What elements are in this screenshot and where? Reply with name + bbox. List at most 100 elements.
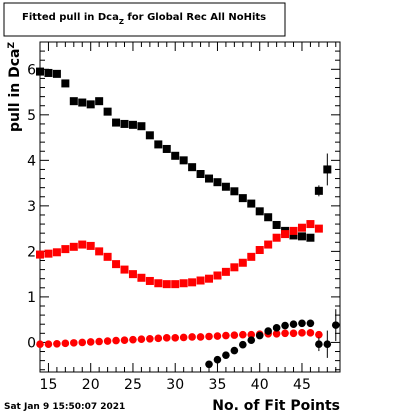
data-point-square <box>238 258 247 267</box>
data-point-square <box>162 280 171 289</box>
data-point-square <box>264 240 273 249</box>
data-point-square <box>281 230 290 239</box>
data-point-square <box>196 170 205 178</box>
data-point-square <box>78 240 87 249</box>
data-point-square <box>255 207 264 216</box>
data-point-circle <box>222 351 230 359</box>
data-point-circle <box>306 319 315 328</box>
data-point-circle <box>95 337 103 346</box>
x-tick-label: 35 <box>209 377 227 393</box>
data-point-circle <box>239 340 247 349</box>
data-marks <box>36 67 340 369</box>
y-tick-label: 5 <box>27 108 36 124</box>
y-axis-title: pull in DcaZ <box>7 42 23 132</box>
data-point-circle <box>44 340 53 349</box>
data-point-square <box>44 68 53 77</box>
plot-frame <box>39 41 341 373</box>
data-point-square <box>95 97 104 106</box>
data-point-square <box>213 271 222 280</box>
data-point-circle <box>247 330 256 339</box>
data-point-square <box>128 270 137 279</box>
data-point-square <box>196 276 205 285</box>
y-tick-label: 4 <box>27 153 36 169</box>
data-point-circle <box>298 329 306 337</box>
data-point-circle <box>146 334 154 343</box>
data-point-circle <box>281 321 289 330</box>
data-point-square <box>86 241 95 250</box>
y-tick-label: 3 <box>27 199 36 215</box>
data-point-circle <box>289 320 298 329</box>
title-box <box>3 2 286 37</box>
data-point-circle <box>171 334 180 342</box>
data-point-circle <box>331 321 340 329</box>
data-point-square <box>171 280 180 289</box>
data-point-square <box>297 232 306 241</box>
x-tick-label: 30 <box>166 377 184 393</box>
data-point-circle <box>281 329 289 338</box>
data-point-circle <box>86 338 95 346</box>
data-point-square <box>205 174 214 183</box>
data-point-square <box>154 140 163 149</box>
data-point-square <box>230 187 239 196</box>
data-point-circle <box>78 338 87 347</box>
data-point-square <box>36 250 44 259</box>
x-tick-label: 40 <box>251 377 269 393</box>
data-point-square <box>272 220 281 229</box>
data-point-square <box>221 182 230 191</box>
data-point-square <box>86 100 95 109</box>
x-tick-label: 25 <box>124 377 142 393</box>
data-point-circle <box>103 337 112 345</box>
data-point-square <box>171 151 180 160</box>
x-tick-label: 45 <box>293 377 311 393</box>
data-point-circle <box>315 340 323 349</box>
data-point-circle <box>230 331 239 339</box>
data-point-square <box>213 178 222 187</box>
y-tick-labels: 0 1 2 3 4 5 6 <box>27 62 36 351</box>
data-point-circle <box>154 334 163 343</box>
data-point-square <box>128 120 137 129</box>
data-point-square <box>289 231 298 240</box>
data-point-square <box>230 263 239 272</box>
data-point-square <box>103 252 112 261</box>
data-point-square <box>205 274 214 283</box>
data-point-square <box>306 233 315 242</box>
data-point-circle <box>137 335 146 344</box>
data-point-square <box>145 276 154 285</box>
data-point-square <box>112 118 121 127</box>
x-tick-label: 15 <box>40 377 58 393</box>
y-tick-label: 0 <box>27 335 36 351</box>
data-point-circle <box>222 331 230 340</box>
y-tick-label: 2 <box>27 244 36 260</box>
data-point-square <box>272 233 281 242</box>
data-point-square <box>179 279 188 288</box>
data-point-circle <box>289 329 298 338</box>
data-point-square <box>120 265 129 274</box>
data-point-circle <box>230 346 239 355</box>
x-tick-label: 20 <box>82 377 100 393</box>
data-point-square <box>314 224 323 233</box>
data-point-circle <box>196 333 205 341</box>
data-point-square <box>95 247 104 256</box>
data-point-circle <box>70 339 78 347</box>
data-point-square <box>297 223 306 232</box>
data-point-square <box>255 246 264 255</box>
data-point-square <box>188 163 197 172</box>
data-point-square <box>247 252 256 261</box>
data-point-square <box>264 213 273 222</box>
data-point-square <box>188 278 197 287</box>
data-point-square <box>36 67 44 76</box>
data-point-circle <box>315 330 323 339</box>
y-tick-label: 6 <box>27 62 36 78</box>
data-point-circle <box>205 360 213 369</box>
data-point-circle <box>264 327 272 335</box>
data-point-circle <box>179 333 188 342</box>
date-stamp: Sat Jan 9 15:50:07 2021 <box>4 402 125 412</box>
data-point-square <box>103 107 112 116</box>
data-point-square <box>137 122 146 131</box>
data-point-circle <box>53 339 61 348</box>
data-point-circle <box>61 339 70 348</box>
data-point-square <box>52 248 61 257</box>
data-point-square <box>112 260 121 269</box>
data-point-circle <box>213 355 222 364</box>
